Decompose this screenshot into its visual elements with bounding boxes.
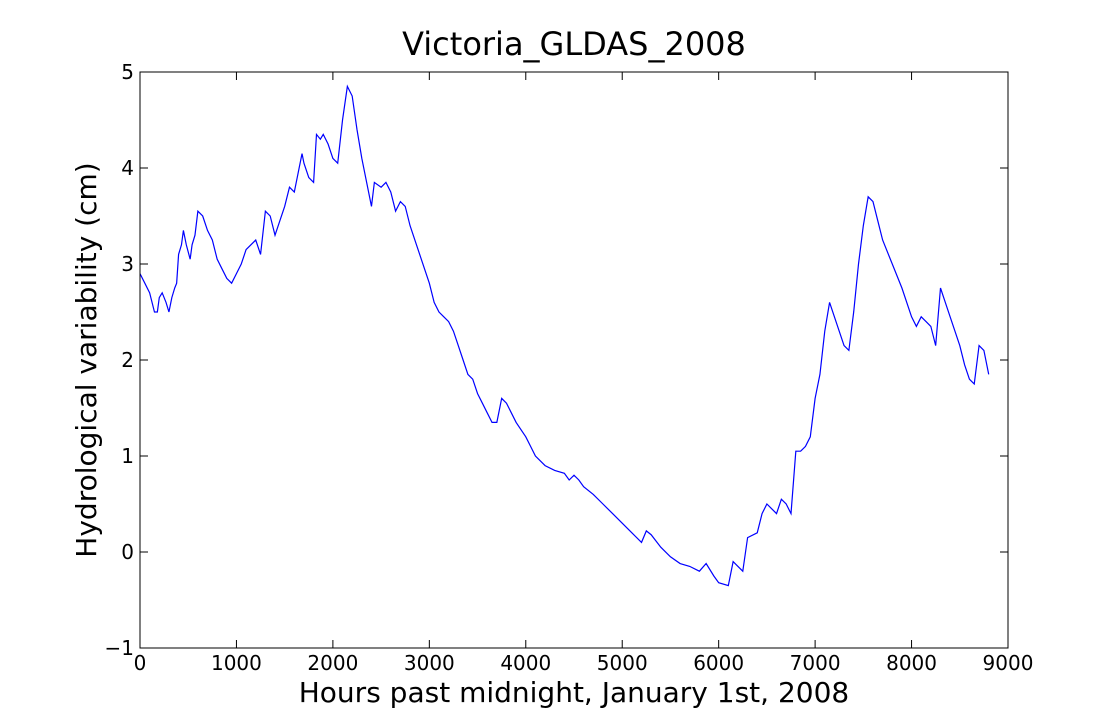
chart-title: Victoria_GLDAS_2008 — [402, 25, 746, 63]
plot-frame — [139, 71, 1009, 649]
x-tick-label: 9000 — [983, 651, 1034, 675]
x-axis-label: Hours past midnight, January 1st, 2008 — [299, 676, 849, 709]
x-tick-label: 7000 — [790, 651, 841, 675]
data-line — [139, 84, 990, 587]
y-tick-label: 4 — [121, 156, 134, 180]
y-tick-label: 2 — [121, 348, 134, 372]
y-tick-label: 1 — [121, 444, 134, 468]
x-tick-label: 2000 — [307, 651, 358, 675]
x-tick-label: 6000 — [693, 651, 744, 675]
y-tick-label: 0 — [121, 540, 134, 564]
y-tick-label: 5 — [121, 60, 134, 84]
x-tick-label: 3000 — [404, 651, 455, 675]
x-tick-label: 8000 — [886, 651, 937, 675]
y-axis-label: Hydrological variability (cm) — [70, 162, 103, 557]
x-tick-label: 1000 — [211, 651, 262, 675]
x-tick-label: 5000 — [597, 651, 648, 675]
x-tick-label: 4000 — [500, 651, 551, 675]
y-tick-label: −1 — [105, 636, 134, 660]
y-tick-label: 3 — [121, 252, 134, 276]
x-tick-label: 0 — [134, 651, 147, 675]
